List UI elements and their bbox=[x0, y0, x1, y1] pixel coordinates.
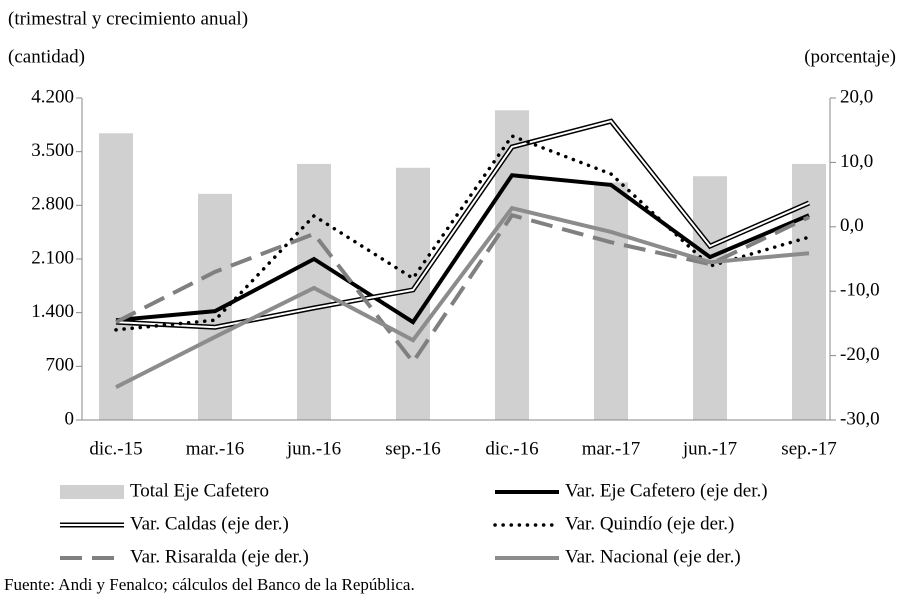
bar bbox=[594, 182, 628, 420]
legend-label: Var. Eje Cafetero (eje der.) bbox=[565, 480, 768, 501]
line-series bbox=[115, 173, 810, 325]
y2-tick-label: 10,0 bbox=[840, 151, 873, 172]
y-axis-label: (cantidad) bbox=[8, 46, 85, 67]
y-tick-label: 700 bbox=[46, 355, 75, 376]
legend-label: Var. Risaralda (eje der.) bbox=[130, 546, 309, 567]
x-tick-label: sep.-16 bbox=[385, 438, 440, 459]
x-tick-label: dic.-15 bbox=[89, 438, 142, 459]
bar bbox=[495, 110, 529, 421]
legend-label: Total Eje Cafetero bbox=[130, 480, 269, 501]
x-tick-label: mar.-17 bbox=[582, 438, 641, 459]
x-tick-label: jun.-17 bbox=[682, 438, 737, 459]
y-tick-label: 2.100 bbox=[31, 247, 74, 268]
legend-label: Var. Caldas (eje der.) bbox=[130, 513, 289, 534]
bar bbox=[99, 133, 133, 420]
y2-tick-label: -10,0 bbox=[840, 280, 880, 301]
y2-tick-label: -30,0 bbox=[840, 408, 880, 429]
legend-label: Var. Nacional (eje der.) bbox=[565, 546, 741, 567]
y-tick-label: 4.200 bbox=[31, 86, 74, 107]
y2-tick-label: 20,0 bbox=[840, 86, 873, 107]
y2-tick-label: 0,0 bbox=[840, 215, 864, 236]
bar bbox=[693, 176, 727, 420]
y-tick-label: 2.800 bbox=[31, 194, 74, 215]
x-tick-label: mar.-16 bbox=[186, 438, 245, 459]
y-tick-label: 3.500 bbox=[31, 140, 74, 161]
line-series bbox=[115, 205, 810, 389]
legend-swatch bbox=[60, 485, 124, 499]
y-tick-label: 0 bbox=[65, 408, 75, 429]
line-series bbox=[114, 133, 811, 332]
y2-axis-label: (porcentaje) bbox=[804, 46, 896, 67]
x-tick-label: sep.-17 bbox=[781, 438, 836, 459]
chart-title: (trimestral y crecimiento anual) bbox=[8, 8, 248, 29]
y2-tick-label: -20,0 bbox=[840, 344, 880, 365]
source-note: Fuente: Andi y Fenalco; cálculos del Ban… bbox=[4, 575, 415, 594]
y-tick-label: 1.400 bbox=[31, 301, 74, 322]
line-series bbox=[115, 212, 810, 366]
x-tick-label: jun.-16 bbox=[286, 438, 341, 459]
line-series bbox=[115, 120, 810, 329]
x-tick-label: dic.-16 bbox=[485, 438, 538, 459]
bar bbox=[792, 163, 826, 420]
legend-label: Var. Quindío (eje der.) bbox=[565, 513, 734, 534]
